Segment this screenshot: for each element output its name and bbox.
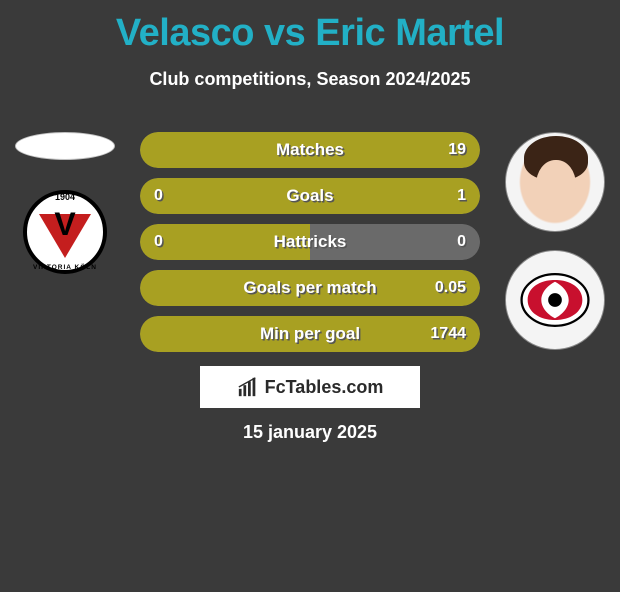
stat-row: Matches19 xyxy=(140,132,480,168)
bar-chart-icon xyxy=(237,376,259,398)
stat-row: Goals01 xyxy=(140,178,480,214)
club-badge-text: VIKTORIA KÖLN xyxy=(33,264,97,271)
watermark-text: FcTables.com xyxy=(265,377,384,398)
player-photo-placeholder-left xyxy=(15,132,115,160)
comparison-bars: Matches19 Goals01 Hattricks00 Goals per mat… xyxy=(140,132,480,362)
hurricanes-logo-icon xyxy=(517,262,593,338)
fctables-watermark: FcTables.com xyxy=(200,366,420,408)
right-player-column xyxy=(500,132,610,368)
stat-row: Goals per match0.05 xyxy=(140,270,480,306)
club-badge-letter: V xyxy=(54,206,75,243)
left-player-column: 1904 V VIKTORIA KÖLN xyxy=(10,132,120,274)
comparison-subtitle: Club competitions, Season 2024/2025 xyxy=(0,69,620,90)
stat-row: Min per goal1744 xyxy=(140,316,480,352)
player-photo-right xyxy=(505,132,605,232)
snapshot-date: 15 january 2025 xyxy=(0,422,620,443)
club-badge-year: 1904 xyxy=(55,192,75,202)
club-badge-viktoria: 1904 V VIKTORIA KÖLN xyxy=(23,190,107,274)
stat-row: Hattricks00 xyxy=(140,224,480,260)
club-badge-right xyxy=(505,250,605,350)
comparison-title: Velasco vs Eric Martel xyxy=(0,12,620,55)
